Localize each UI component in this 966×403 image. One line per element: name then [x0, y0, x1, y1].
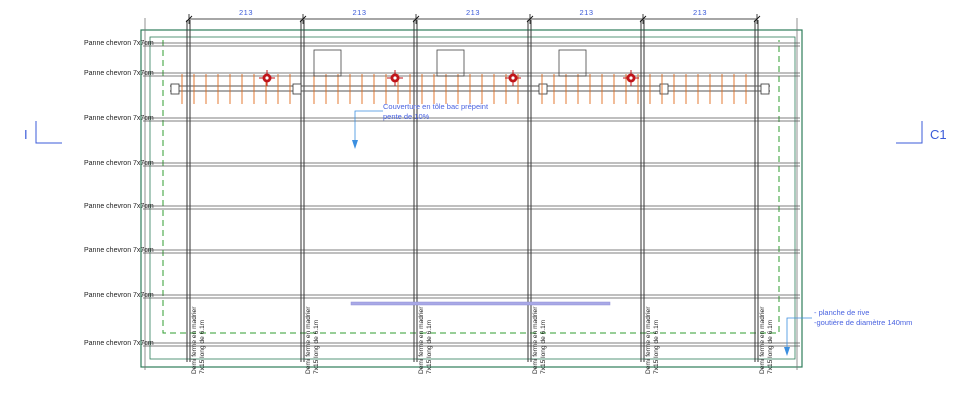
outer-frame	[140, 29, 803, 368]
purlin-label: Panne chevron 7x7cm	[84, 340, 154, 347]
purlin-label: Panne chevron 7x7cm	[84, 203, 154, 210]
truss-label: Demi ferme en madrier 7x15 long de 6.1m	[532, 306, 547, 374]
purlin-label: Panne chevron 7x7cm	[84, 40, 154, 47]
truss-label: Demi ferme en madrier 7x15 long de 6.1m	[191, 306, 206, 374]
purlin	[143, 249, 800, 254]
truss	[186, 20, 191, 362]
dimension-tick	[753, 15, 761, 23]
overhang-dashed-outline	[162, 40, 780, 334]
dimension-value: 213	[352, 8, 366, 17]
gutter-leader-arrowhead	[784, 347, 790, 356]
dimension-value: 213	[693, 8, 707, 17]
purlin-label: Panne chevron 7x7cm	[84, 247, 154, 254]
valve-icon	[259, 70, 275, 86]
purlin	[143, 42, 800, 47]
connector-plate	[170, 83, 180, 95]
truss-label: Demi ferme en madrier 7x15 long de 6.1m	[418, 306, 433, 374]
dimension-tick	[185, 15, 193, 23]
skylight	[436, 49, 465, 77]
gutter-diameter-note: -goutière de diamètre 140mm	[814, 318, 912, 327]
section-mark-right: C1	[930, 127, 947, 142]
truss-label-line2: 7x15 long de 6.1m	[426, 319, 433, 374]
truss-label: Demi ferme en madrier 7x15 long de 6.1m	[645, 306, 660, 374]
dimension-tick	[412, 15, 420, 23]
truss-label-line2: 7x15 long de 6.1m	[653, 319, 660, 374]
purlin	[143, 117, 800, 122]
connector-plate	[538, 83, 548, 95]
valve-icon	[387, 70, 403, 86]
connector-plate	[292, 83, 302, 95]
truss-label-line1: Demi ferme en madrier	[645, 306, 652, 374]
truss-label-line2: 7x15 long de 6.1m	[199, 319, 206, 374]
truss-label-line1: Demi ferme en madrier	[759, 306, 766, 374]
purlin	[143, 205, 800, 210]
dimension-tick	[639, 15, 647, 23]
purlin-label: Panne chevron 7x7cm	[84, 292, 154, 299]
gutter-strip	[350, 301, 611, 306]
truss-label-line2: 7x15 long de 6.1m	[540, 319, 547, 374]
truss	[754, 20, 759, 362]
slope-arrow	[354, 110, 383, 143]
slope-arrowhead	[352, 140, 358, 149]
truss-label-line1: Demi ferme en madrier	[532, 306, 539, 374]
truss-label-line2: 7x15 long de 6.1m	[767, 319, 774, 374]
purlin	[143, 162, 800, 167]
truss	[640, 20, 645, 362]
skylight	[313, 49, 342, 77]
valve-icon	[505, 70, 521, 86]
roof-covering-note: Couverture en tôle bac prépeint	[383, 102, 489, 111]
purlin-label: Panne chevron 7x7cm	[84, 70, 154, 77]
inner-frame	[149, 36, 796, 360]
purlin-label: Panne chevron 7x7cm	[84, 115, 154, 122]
dimension-line: 213 213 213 213 213	[185, 8, 761, 24]
dimension-tick	[526, 15, 534, 23]
connector-plate	[659, 83, 669, 95]
dimension-tick	[299, 15, 307, 23]
purlins-group	[143, 42, 800, 347]
dimension-value: 213	[239, 8, 253, 17]
valves-group	[259, 70, 639, 86]
truss	[413, 20, 418, 362]
truss-label: Demi ferme en madrier 7x15 long de 6.1m	[305, 306, 320, 374]
truss-labels: Demi ferme en madrier 7x15 long de 6.1m De…	[191, 306, 774, 374]
fascia-board-note: - planche de rive	[814, 308, 869, 317]
valve-icon	[623, 70, 639, 86]
purlin-label: Panne chevron 7x7cm	[84, 160, 154, 167]
truss-label-line1: Demi ferme en madrier	[305, 306, 312, 374]
connector-plate	[760, 83, 770, 95]
section-mark-left: I	[24, 127, 28, 142]
truss-label: Demi ferme en madrier 7x15 long de 6.1m	[759, 306, 774, 374]
truss	[527, 20, 532, 362]
truss	[300, 20, 305, 362]
gutter-leader	[786, 317, 812, 350]
truss-label-line1: Demi ferme en madrier	[191, 306, 198, 374]
trusses-group	[186, 20, 759, 362]
truss-label-line1: Demi ferme en madrier	[418, 306, 425, 374]
dimension-value: 213	[579, 8, 593, 17]
roof-slope-note: pente de 10%	[383, 112, 430, 121]
purlin	[143, 294, 800, 299]
truss-label-line2: 7x15 long de 6.1m	[313, 319, 320, 374]
purlin	[143, 72, 800, 77]
section-mark-left-symbol	[35, 121, 62, 144]
purlin-labels: Panne chevron 7x7cm Panne chevron 7x7cm Pa…	[84, 40, 154, 347]
purlin	[143, 342, 800, 347]
ridge-beam-group	[170, 74, 770, 104]
section-mark-right-symbol	[896, 121, 923, 144]
dimension-value: 213	[466, 8, 480, 17]
skylight	[558, 49, 587, 77]
